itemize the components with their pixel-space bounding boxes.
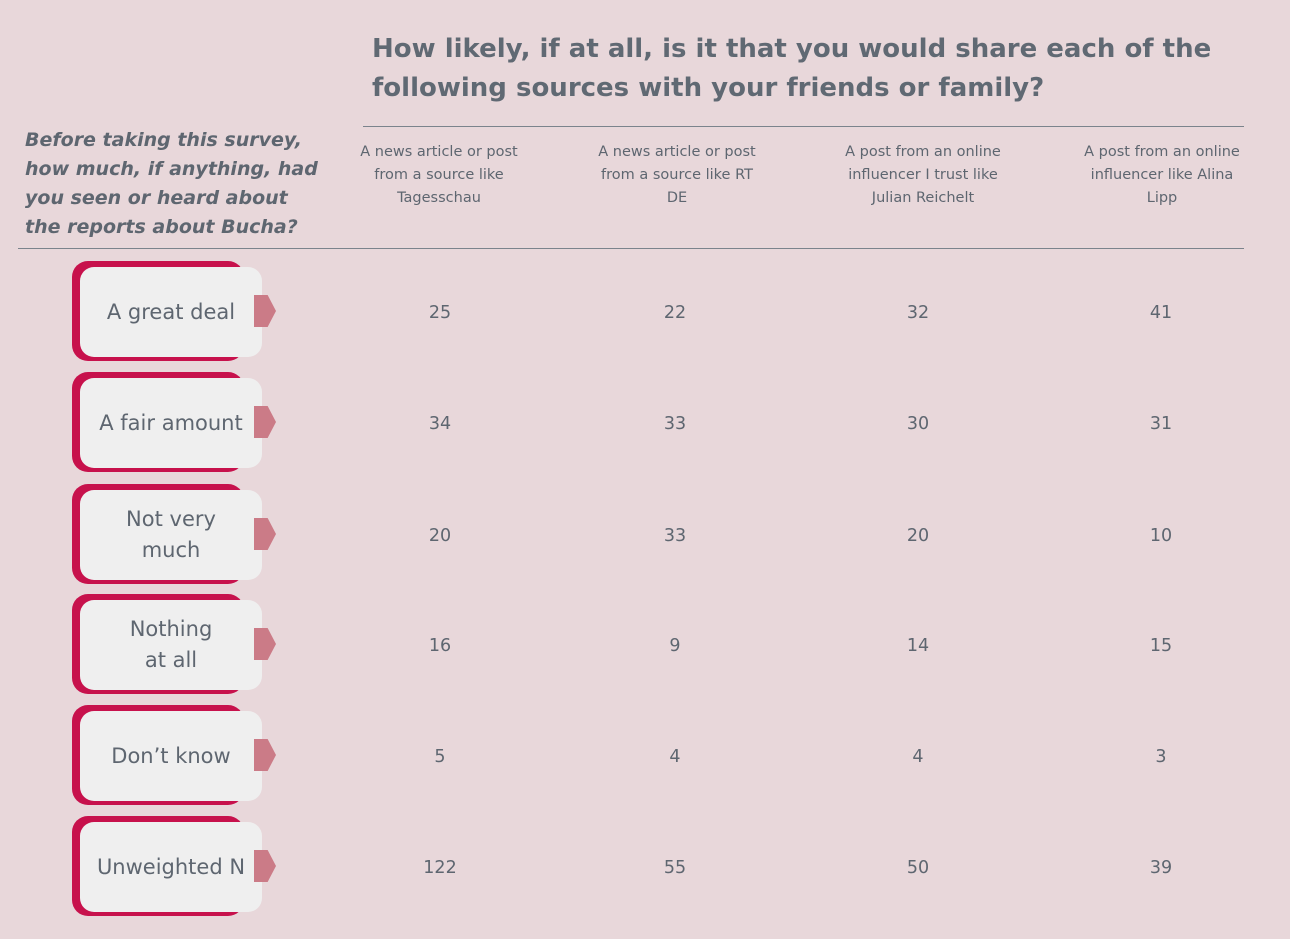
table-cell: 3 — [1155, 747, 1167, 767]
table-cell: 34 — [428, 414, 452, 434]
row-arrow-icon — [254, 739, 276, 771]
row-label: Not very much — [126, 507, 216, 562]
table-cell: 33 — [663, 414, 687, 434]
table-cell: 22 — [663, 303, 687, 323]
table-row: Not very much 20 33 20 10 — [0, 484, 1290, 584]
table-row: A fair amount 34 33 30 31 — [0, 372, 1290, 472]
table-cell: 122 — [423, 858, 457, 878]
row-label: Nothing at all — [129, 617, 213, 672]
header-top-rule — [363, 126, 1244, 127]
row-arrow-icon — [254, 628, 276, 660]
row-arrow-icon — [254, 406, 276, 438]
header-bottom-rule — [18, 248, 1244, 249]
row-label-tab: Unweighted N — [80, 822, 262, 912]
column-header-alina-lipp: A post from an online influencer like Al… — [1084, 144, 1240, 206]
table-row: Nothing at all 16 9 14 15 — [0, 594, 1290, 694]
table-cell: 41 — [1149, 303, 1173, 323]
table-cell: 4 — [912, 747, 924, 767]
table-cell: 33 — [663, 526, 687, 546]
table-cell: 5 — [434, 747, 446, 767]
row-label-tab: Not very much — [80, 490, 262, 580]
table-row: A great deal 25 22 32 41 — [0, 261, 1290, 361]
table-cell: 14 — [906, 636, 930, 656]
row-label: A great deal — [106, 299, 236, 324]
table-cell: 32 — [906, 303, 930, 323]
table-cell: 9 — [669, 636, 681, 656]
row-arrow-icon — [254, 850, 276, 882]
table-cell: 25 — [428, 303, 452, 323]
table-cell: 15 — [1149, 636, 1173, 656]
table-row: Don’t know 5 4 4 3 — [0, 705, 1290, 805]
table-cell: 39 — [1149, 858, 1173, 878]
column-header-tagesschau: A news article or post from a source lik… — [360, 144, 518, 206]
column-header-julian-reichelt: A post from an online influencer I trust… — [845, 144, 1001, 206]
row-label-tab: A fair amount — [80, 378, 262, 468]
table-cell: 31 — [1149, 414, 1173, 434]
table-cell: 20 — [906, 526, 930, 546]
chart-title: How likely, if at all, is it that you wo… — [372, 34, 1212, 103]
row-label-tab: Nothing at all — [80, 600, 262, 690]
row-label: Unweighted N — [96, 854, 246, 879]
row-label: Don’t know — [111, 743, 231, 768]
table-row: Unweighted N 122 55 50 39 — [0, 816, 1290, 916]
table-cell: 16 — [428, 636, 452, 656]
table-cell: 4 — [669, 747, 681, 767]
row-header-question: Before taking this survey, how much, if … — [25, 129, 318, 238]
table-cell: 50 — [906, 858, 930, 878]
table-cell: 10 — [1149, 526, 1173, 546]
row-arrow-icon — [254, 295, 276, 327]
table-cell: 30 — [906, 414, 930, 434]
row-arrow-icon — [254, 518, 276, 550]
row-label: A fair amount — [99, 410, 243, 435]
column-header-rt-de: A news article or post from a source lik… — [598, 144, 756, 206]
table-cell: 55 — [663, 858, 687, 878]
row-label-tab: A great deal — [80, 267, 262, 357]
row-label-tab: Don’t know — [80, 711, 262, 801]
table-cell: 20 — [428, 526, 452, 546]
